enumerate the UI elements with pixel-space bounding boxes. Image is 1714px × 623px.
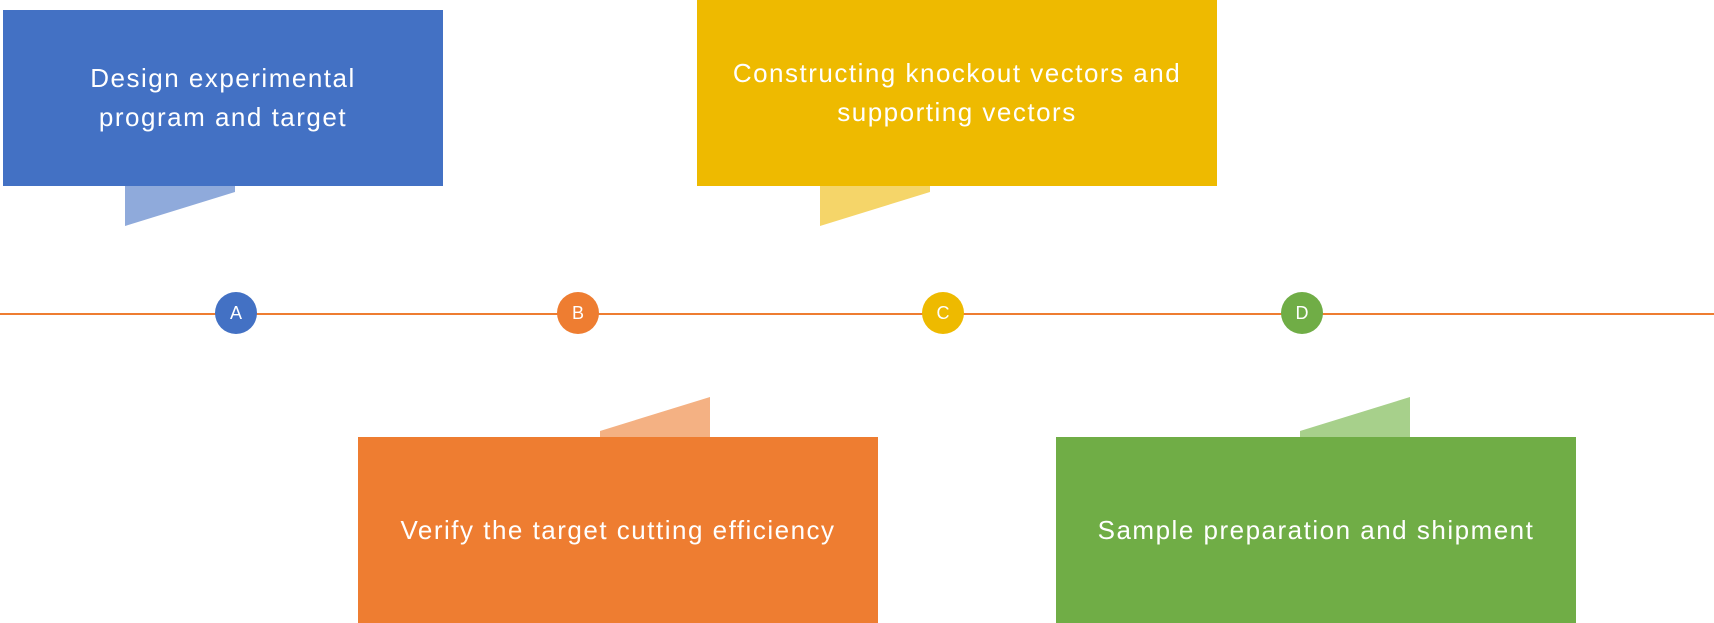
step-card-text: Sample preparation and shipment bbox=[1098, 511, 1535, 550]
timeline-node-letter: C bbox=[937, 303, 950, 324]
step-tab-d bbox=[1300, 397, 1410, 437]
timeline-node-letter: B bbox=[572, 303, 584, 324]
timeline-node-b: B bbox=[557, 292, 599, 334]
step-card-text: Design experimental program and target bbox=[33, 59, 413, 137]
step-tab-c bbox=[820, 186, 930, 226]
timeline-node-letter: A bbox=[230, 303, 242, 324]
timeline-node-c: C bbox=[922, 292, 964, 334]
timeline-node-d: D bbox=[1281, 292, 1323, 334]
step-tab-a bbox=[125, 186, 235, 226]
step-tab-b bbox=[600, 397, 710, 437]
timeline-node-a: A bbox=[215, 292, 257, 334]
step-card-text: Verify the target cutting efficiency bbox=[400, 511, 835, 550]
step-card-b: Verify the target cutting efficiency bbox=[358, 437, 878, 623]
step-card-text: Constructing knockout vectors and suppor… bbox=[727, 54, 1187, 132]
step-card-d: Sample preparation and shipment bbox=[1056, 437, 1576, 623]
timeline-node-letter: D bbox=[1296, 303, 1309, 324]
step-card-a: Design experimental program and target bbox=[3, 10, 443, 186]
step-card-c: Constructing knockout vectors and suppor… bbox=[697, 0, 1217, 186]
timeline-line bbox=[0, 313, 1714, 315]
